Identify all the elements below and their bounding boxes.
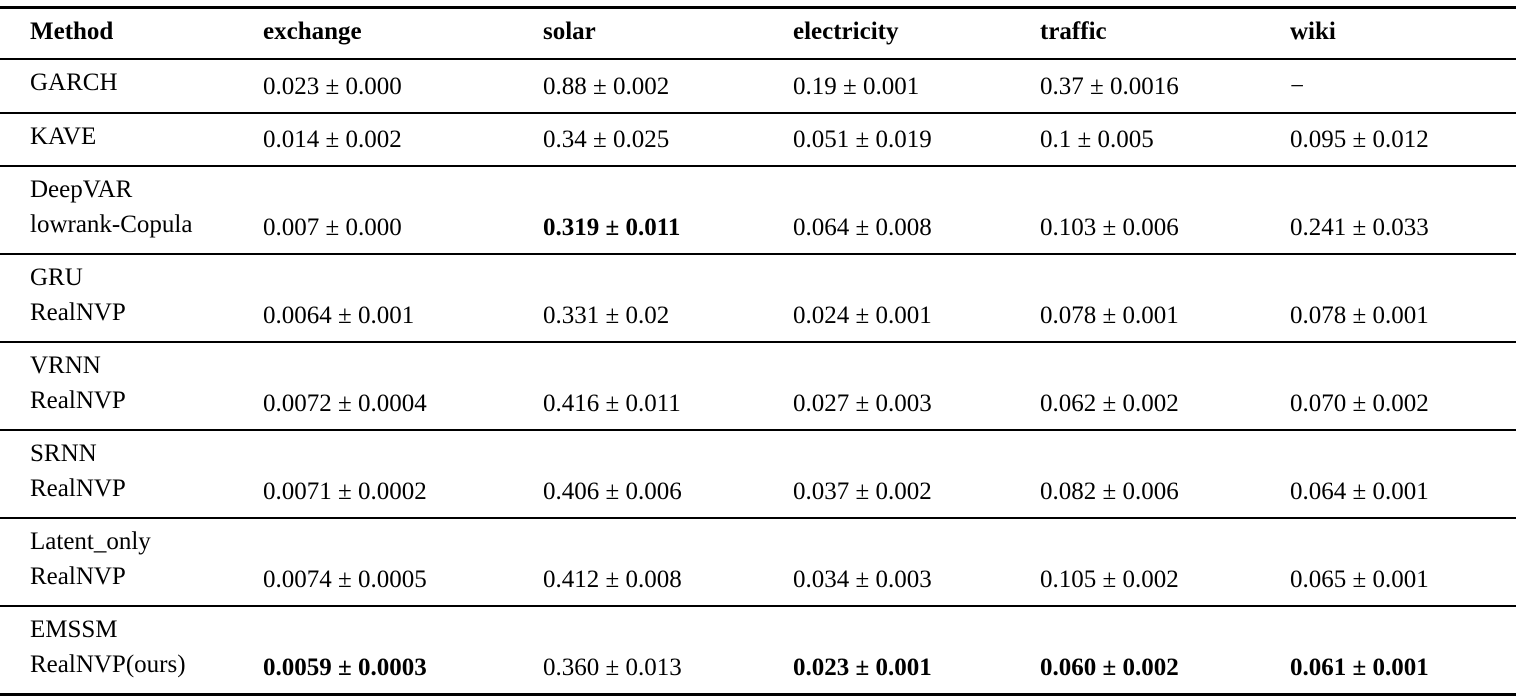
metric-value-cell: 0.88 ± 0.002	[543, 72, 670, 100]
metric-value-cell: 0.105 ± 0.002	[1040, 566, 1179, 593]
metric-value-cell: 0.331 ± 0.02	[543, 302, 670, 329]
metric-value-cell: 0.007 ± 0.000	[263, 214, 402, 241]
method-name: DeepVAR lowrank-Copula	[30, 176, 193, 238]
table-row: SRNN RealNVP 0.0071 ± 0.0002 0.406 ± 0.006 0…	[0, 430, 1516, 518]
results-table: Method exchange solar electricity traffi…	[0, 6, 1516, 696]
column-header-wiki: wiki	[1290, 18, 1336, 45]
metric-value-cell: 0.412 ± 0.008	[543, 566, 682, 593]
table-row: GARCH 0.023 ± 0.000 0.88 ± 0.002 0.19 ± 0.0…	[0, 59, 1516, 113]
metric-value-cell: 0.0071 ± 0.0002	[263, 478, 427, 505]
method-name: EMSSM RealNVP(ours)	[30, 616, 186, 678]
table-row: VRNN RealNVP 0.0072 ± 0.0004 0.416 ± 0.011 0…	[0, 342, 1516, 430]
metric-value-cell: 0.416 ± 0.011	[543, 390, 681, 417]
header-row: Method exchange solar electricity traffi…	[0, 8, 1516, 59]
metric-value-cell: 0.064 ± 0.008	[793, 214, 932, 241]
metric-value-cell: 0.406 ± 0.006	[543, 478, 682, 505]
table-row: EMSSM RealNVP(ours) 0.0059 ± 0.0003 0.360 ±…	[0, 606, 1516, 695]
metric-value-cell: 0.014 ± 0.002	[263, 126, 402, 153]
table-body: GARCH 0.023 ± 0.000 0.88 ± 0.002 0.19 ± 0.0…	[0, 59, 1516, 695]
column-header-electricity: electricity	[793, 18, 899, 45]
metric-value-cell: 0.0074 ± 0.0005	[263, 566, 427, 593]
method-name: GRU RealNVP	[30, 264, 126, 326]
metric-value-cell: 0.241 ± 0.033	[1290, 214, 1429, 241]
metric-value-cell: 0.319 ± 0.011	[543, 214, 681, 241]
metric-value-cell: 0.078 ± 0.001	[1040, 302, 1179, 329]
column-header-exchange: exchange	[263, 18, 362, 45]
metric-value-cell: 0.078 ± 0.001	[1290, 302, 1429, 329]
metric-value-cell: 0.070 ± 0.002	[1290, 390, 1429, 417]
metric-value-cell: 0.082 ± 0.006	[1040, 478, 1179, 505]
table-header: Method exchange solar electricity traffi…	[0, 8, 1516, 59]
metric-value-cell: 0.023 ± 0.000	[263, 72, 402, 100]
table-row: Latent_only RealNVP 0.0074 ± 0.0005 0.412 ±…	[0, 518, 1516, 606]
column-header-method: Method	[30, 18, 114, 45]
metric-value-cell: 0.37 ± 0.0016	[1040, 72, 1179, 100]
method-name: SRNN RealNVP	[30, 440, 126, 502]
metric-value-cell: 0.0072 ± 0.0004	[263, 390, 427, 417]
method-name: GARCH	[30, 69, 118, 96]
metric-value-cell: 0.037 ± 0.002	[793, 478, 932, 505]
method-name: KAVE	[30, 122, 97, 150]
method-name: Latent_only RealNVP	[30, 528, 151, 590]
metric-value-cell: 0.360 ± 0.013	[543, 654, 682, 681]
metric-value-cell: 0.060 ± 0.002	[1040, 654, 1179, 681]
metric-value-cell: 0.065 ± 0.001	[1290, 566, 1429, 593]
metric-value-cell: 0.064 ± 0.001	[1290, 478, 1429, 505]
table-row: DeepVAR lowrank-Copula 0.007 ± 0.000 0.319 …	[0, 166, 1516, 254]
metric-value-cell: 0.0064 ± 0.001	[263, 302, 415, 329]
metric-value-cell: 0.095 ± 0.012	[1290, 126, 1429, 153]
metric-value-cell: 0.024 ± 0.001	[793, 302, 932, 329]
column-header-solar: solar	[543, 18, 596, 45]
metric-value-cell: 0.027 ± 0.003	[793, 390, 932, 417]
metric-value-cell: −	[1290, 72, 1305, 100]
metric-value-cell: 0.103 ± 0.006	[1040, 214, 1179, 241]
table-row: KAVE 0.014 ± 0.002 0.34 ± 0.025 0.051 ± 0.0…	[0, 113, 1516, 166]
metric-value-cell: 0.34 ± 0.025	[543, 126, 670, 153]
metric-value-cell: 0.023 ± 0.001	[793, 654, 932, 681]
table-row: GRU RealNVP 0.0064 ± 0.001 0.331 ± 0.02 0.02…	[0, 254, 1516, 342]
metric-value-cell: 0.034 ± 0.003	[793, 566, 932, 593]
metric-value-cell: 0.061 ± 0.001	[1290, 654, 1429, 681]
metric-value-cell: 0.062 ± 0.002	[1040, 390, 1179, 417]
metric-value-cell: 0.0059 ± 0.0003	[263, 654, 427, 681]
metric-value-cell: 0.1 ± 0.005	[1040, 126, 1154, 153]
column-header-traffic: traffic	[1040, 18, 1107, 45]
metric-value-cell: 0.051 ± 0.019	[793, 126, 932, 153]
method-name: VRNN RealNVP	[30, 352, 126, 414]
metric-value-cell: 0.19 ± 0.001	[793, 72, 920, 100]
